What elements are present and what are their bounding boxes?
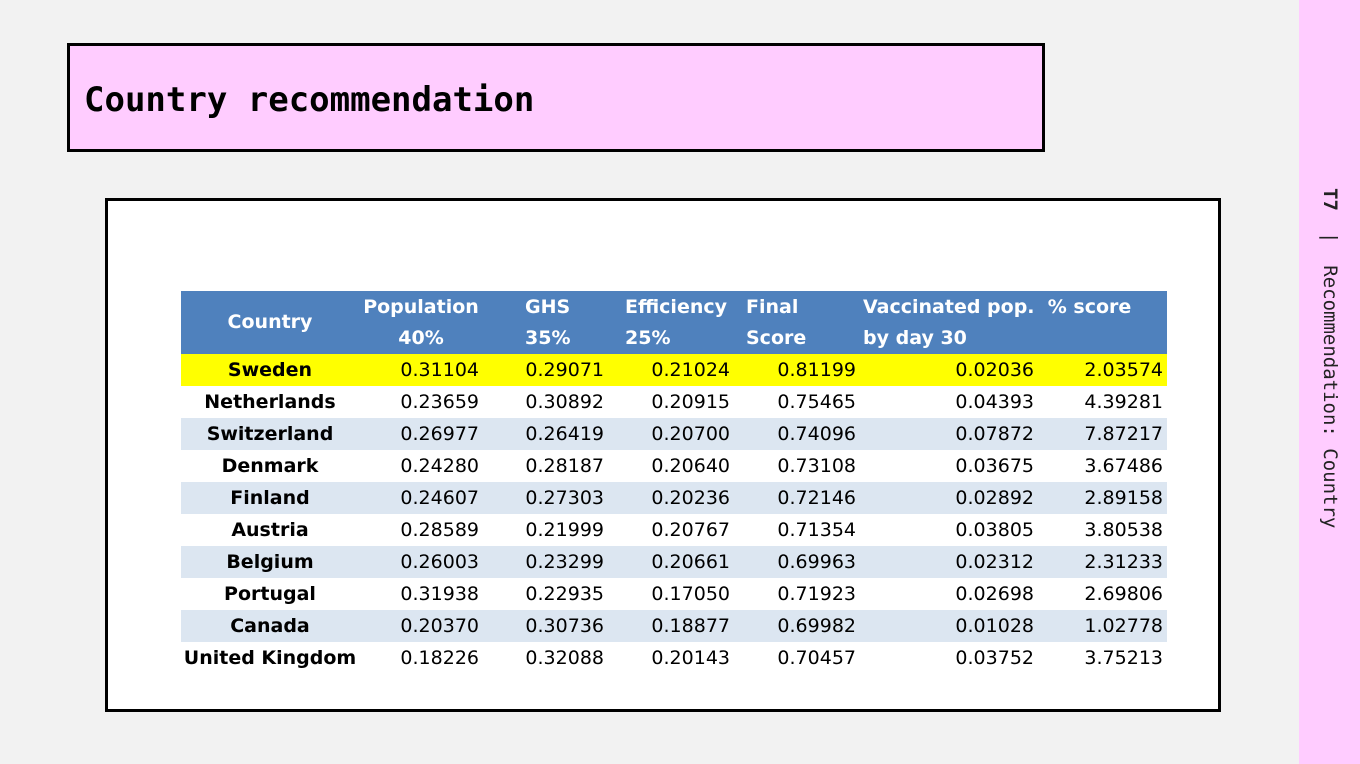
country-cell: Sweden [227,359,313,381]
value-cell: 0.26003 [400,551,479,573]
value-cell: 0.18226 [400,647,479,669]
value-cell: 2.31233 [1084,551,1163,573]
country-cell: Canada [230,615,310,637]
value-cell: 0.24607 [400,487,479,509]
value-cell: 0.20143 [651,647,730,669]
value-cell: 0.75465 [777,391,856,413]
value-cell: 0.29071 [525,359,604,381]
value-cell: 0.28187 [525,455,604,477]
value-cell: 7.87217 [1084,423,1163,445]
table-row: United Kingdom 0.18226 0.32088 0.20143 0.704… [181,642,1167,674]
value-cell: 2.89158 [1084,487,1163,509]
title-box: Country recommendation [67,43,1045,152]
header-vaccinated: Vaccinated pop. % score by day 30 [863,295,1132,349]
table-row: Finland 0.24607 0.27303 0.20236 0.72146 0.028… [181,482,1167,514]
country-cell: Denmark [221,455,319,477]
value-cell: 3.67486 [1084,455,1163,477]
value-cell: 0.02698 [955,583,1034,605]
country-cell: Austria [231,519,309,541]
value-cell: 0.31938 [400,583,479,605]
value-cell: 0.28589 [400,519,479,541]
value-cell: 0.32088 [525,647,604,669]
table-row: Sweden 0.31104 0.29071 0.21024 0.81199 0.0203… [181,354,1167,386]
value-cell: 0.71923 [777,583,856,605]
table-row: Austria 0.28589 0.21999 0.20767 0.71354 0.038… [181,514,1167,546]
value-cell: 0.24280 [400,455,479,477]
side-code: T7 [1319,188,1341,211]
value-cell: 0.30892 [525,391,604,413]
value-cell: 0.03675 [955,455,1034,477]
value-cell: 0.17050 [651,583,730,605]
side-text: Recommendation: Country [1319,265,1341,529]
value-cell: 0.20700 [651,423,730,445]
table-header: Country Population 40% GHS 35% Efficienc… [181,291,1167,354]
table-row: Portugal 0.31938 0.22935 0.17050 0.71923 0.02… [181,578,1167,610]
value-cell: 0.03752 [955,647,1034,669]
header-country: Country [227,311,313,333]
value-cell: 0.81199 [777,359,856,381]
value-cell: 0.70457 [777,647,856,669]
value-cell: 0.30736 [525,615,604,637]
country-cell: Belgium [226,551,314,573]
header-efficiency: Efficiency 25% [625,295,728,349]
value-cell: 0.73108 [777,455,856,477]
side-separator: | [1319,232,1341,244]
value-cell: 0.02036 [955,359,1034,381]
side-label: T7 | Recommendation: Country [1319,188,1341,528]
table-frame: Country Population 40% GHS 35% Efficienc… [105,198,1221,712]
value-cell: 0.69963 [777,551,856,573]
value-cell: 3.80538 [1084,519,1163,541]
header-ghs: GHS 35% [525,295,571,349]
value-cell: 2.69806 [1084,583,1163,605]
value-cell: 0.20767 [651,519,730,541]
value-cell: 0.23299 [525,551,604,573]
value-cell: 0.02892 [955,487,1034,509]
value-cell: 0.20236 [651,487,730,509]
value-cell: 0.03805 [955,519,1034,541]
country-cell: Netherlands [204,391,336,413]
table-row: Netherlands 0.23659 0.30892 0.20915 0.75465 0… [181,386,1167,418]
value-cell: 0.02312 [955,551,1034,573]
value-cell: 0.20915 [651,391,730,413]
value-cell: 0.74096 [777,423,856,445]
value-cell: 0.26419 [525,423,604,445]
value-cell: 0.22935 [525,583,604,605]
table-row: Belgium 0.26003 0.23299 0.20661 0.69963 0.023… [181,546,1167,578]
value-cell: 0.26977 [400,423,479,445]
value-cell: 0.20370 [400,615,479,637]
country-cell: United Kingdom [183,647,357,669]
table-row: Canada 0.20370 0.30736 0.18877 0.69982 0.0102… [181,610,1167,642]
value-cell: 0.07872 [955,423,1034,445]
value-cell: 0.72146 [777,487,856,509]
country-cell: Portugal [224,583,316,605]
value-cell: 4.39281 [1084,391,1163,413]
value-cell: 3.75213 [1084,647,1163,669]
slide-title: Country recommendation [84,80,535,120]
value-cell: 0.27303 [525,487,604,509]
table-body: Sweden 0.31104 0.29071 0.21024 0.81199 0.0203… [181,354,1167,674]
value-cell: 0.04393 [955,391,1034,413]
value-cell: 0.18877 [651,615,730,637]
country-cell: Switzerland [206,423,334,445]
header-population: Population 40% [363,295,479,349]
value-cell: 0.71354 [777,519,856,541]
header-final-score: Final Score [746,295,807,349]
value-cell: 0.21999 [525,519,604,541]
value-cell: 0.69982 [777,615,856,637]
value-cell: 0.31104 [400,359,479,381]
value-cell: 1.02778 [1084,615,1163,637]
table-row: Switzerland 0.26977 0.26419 0.20700 0.74096 0… [181,418,1167,450]
value-cell: 0.20661 [651,551,730,573]
value-cell: 2.03574 [1084,359,1163,381]
side-strip [1299,0,1360,764]
table-row: Denmark 0.24280 0.28187 0.20640 0.73108 0.036… [181,450,1167,482]
value-cell: 0.23659 [400,391,479,413]
country-cell: Finland [230,487,310,509]
value-cell: 0.20640 [651,455,730,477]
value-cell: 0.01028 [955,615,1034,637]
country-table: Country Population 40% GHS 35% Efficienc… [181,291,1167,674]
value-cell: 0.21024 [651,359,730,381]
